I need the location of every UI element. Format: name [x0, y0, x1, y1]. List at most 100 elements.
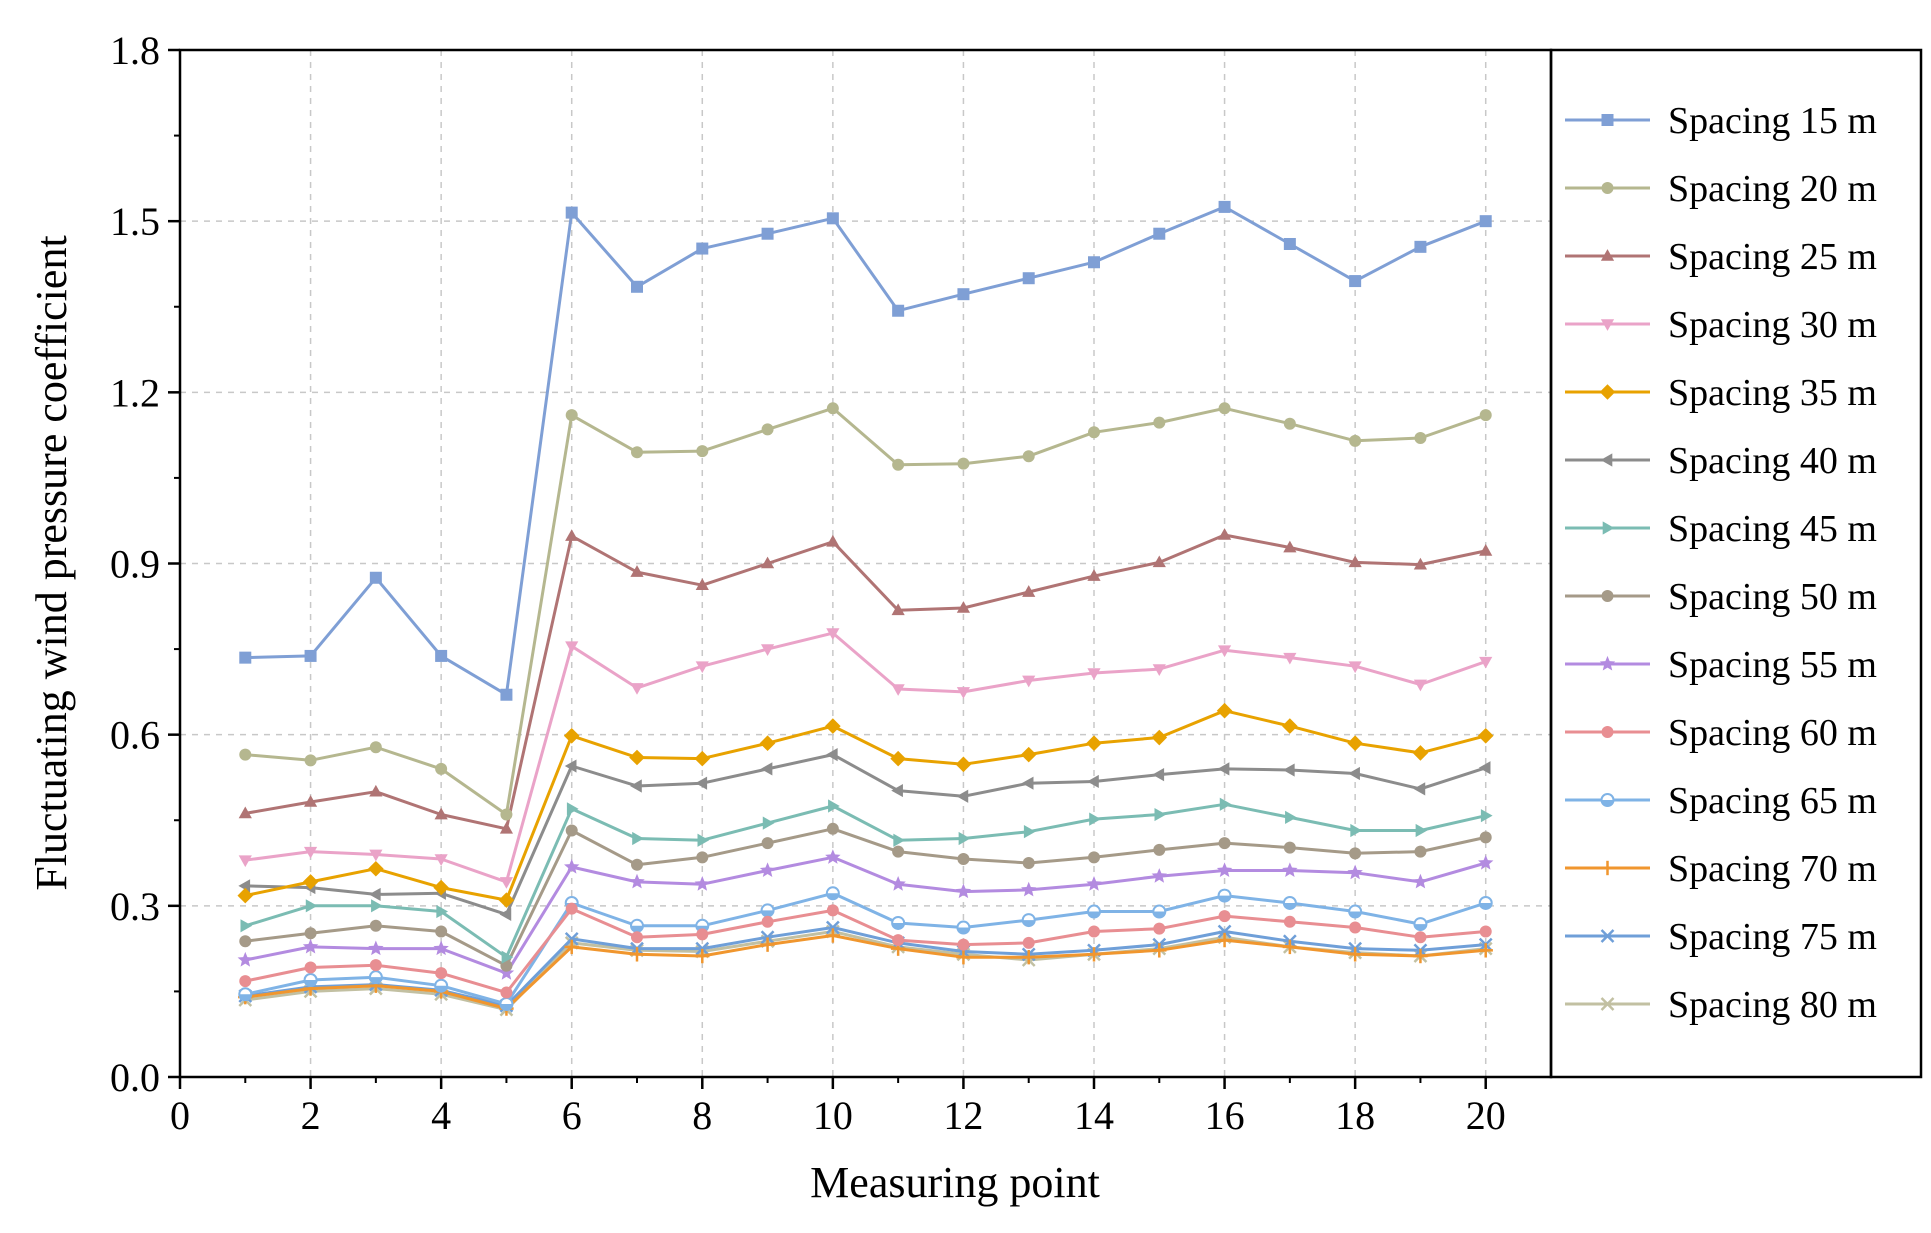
- legend-label: Spacing 50 m: [1668, 576, 1877, 618]
- series-line: [245, 205, 1487, 697]
- data-point: [1022, 450, 1035, 463]
- data-point: [1601, 114, 1614, 126]
- series-line: [244, 891, 1487, 1006]
- data-point: [1152, 904, 1167, 919]
- data-point: [1152, 943, 1167, 958]
- data-point: [1087, 569, 1101, 581]
- data-point: [1283, 652, 1297, 665]
- data-point: [826, 904, 839, 917]
- legend-label: Spacing 55 m: [1668, 644, 1877, 686]
- data-point: [1600, 860, 1615, 876]
- data-point: [825, 928, 841, 943]
- data-point: [434, 978, 449, 993]
- series-spacing-45-m: [240, 797, 1493, 964]
- data-point: [1087, 904, 1101, 919]
- data-point: [433, 879, 449, 896]
- data-point: [565, 529, 579, 541]
- series-spacing-30-m: [238, 628, 1493, 889]
- legend-label: Spacing 75 m: [1668, 916, 1877, 958]
- data-point: [1021, 913, 1036, 928]
- data-point: [303, 795, 318, 807]
- x-tick-label: 16: [1205, 1093, 1245, 1138]
- data-point: [369, 919, 382, 932]
- data-point: [1283, 237, 1296, 250]
- data-point: [1216, 702, 1233, 719]
- data-point: [1414, 931, 1427, 944]
- data-point: [371, 899, 383, 913]
- data-point: [1282, 895, 1297, 910]
- data-point: [500, 808, 513, 821]
- data-point: [956, 789, 969, 803]
- y-tick-label: 1.2: [110, 370, 160, 415]
- data-point: [1600, 249, 1615, 261]
- data-point: [1347, 947, 1363, 962]
- legend: Spacing 15 m Spacing 20 m Spacing 25 m Spac…: [1565, 100, 1877, 1026]
- series-line: [245, 631, 1487, 884]
- data-point: [1283, 417, 1296, 430]
- legend-label: Spacing 25 m: [1668, 236, 1877, 278]
- data-point: [629, 873, 645, 889]
- x-tick-label: 10: [813, 1093, 853, 1138]
- data-point: [1600, 997, 1615, 1011]
- data-point: [956, 601, 971, 613]
- data-point: [892, 458, 905, 471]
- data-point: [369, 959, 382, 972]
- data-point: [761, 915, 774, 928]
- series-spacing-15-m: [239, 200, 1492, 701]
- legend-label: Spacing 65 m: [1668, 780, 1877, 822]
- series-line: [245, 934, 1486, 1010]
- data-point: [302, 938, 319, 954]
- data-point: [697, 833, 710, 847]
- x-tick-label: 14: [1074, 1093, 1114, 1138]
- data-point: [1347, 735, 1363, 752]
- data-point: [1601, 726, 1614, 738]
- data-point: [237, 951, 253, 967]
- data-point: [1153, 843, 1166, 856]
- data-point: [890, 876, 906, 891]
- data-point: [828, 799, 840, 813]
- data-point: [761, 423, 774, 436]
- data-point: [1021, 776, 1034, 790]
- data-point: [238, 855, 252, 868]
- data-point: [435, 649, 448, 662]
- data-point: [1347, 864, 1363, 880]
- data-point: [695, 661, 709, 674]
- data-point: [368, 887, 381, 902]
- data-point: [825, 886, 840, 901]
- data-point: [1088, 426, 1100, 439]
- legend-label: Spacing 15 m: [1668, 100, 1877, 142]
- data-point: [1283, 540, 1297, 553]
- data-point: [695, 941, 710, 956]
- series-spacing-35-m: [237, 702, 1494, 908]
- data-point: [304, 927, 317, 940]
- data-point: [631, 931, 643, 944]
- series-line: [244, 907, 1486, 995]
- data-point: [825, 748, 838, 762]
- series-line: [244, 709, 1487, 902]
- data-point: [892, 845, 905, 858]
- legend-item: Spacing 45 m: [1565, 508, 1877, 550]
- data-point: [435, 967, 448, 980]
- series-line: [245, 406, 1487, 816]
- x-tick-label: 6: [562, 1093, 582, 1138]
- data-point: [630, 918, 644, 933]
- legend-item: Spacing 15 m: [1565, 100, 1877, 142]
- data-point: [1087, 774, 1099, 789]
- data-point: [1152, 768, 1165, 782]
- data-point: [434, 807, 448, 820]
- data-point: [239, 651, 252, 664]
- data-point: [1217, 932, 1232, 948]
- data-point: [1478, 761, 1491, 775]
- y-tick-label: 1.8: [110, 28, 160, 73]
- data-point: [1151, 729, 1168, 746]
- data-point: [957, 457, 970, 470]
- grid: [180, 50, 1551, 1077]
- data-point: [565, 641, 579, 654]
- data-point: [1414, 240, 1427, 253]
- data-point: [826, 402, 839, 415]
- data-point: [1154, 807, 1167, 822]
- data-point: [1349, 847, 1362, 860]
- data-point: [1600, 453, 1613, 467]
- data-point: [434, 854, 448, 866]
- data-point: [1152, 555, 1166, 568]
